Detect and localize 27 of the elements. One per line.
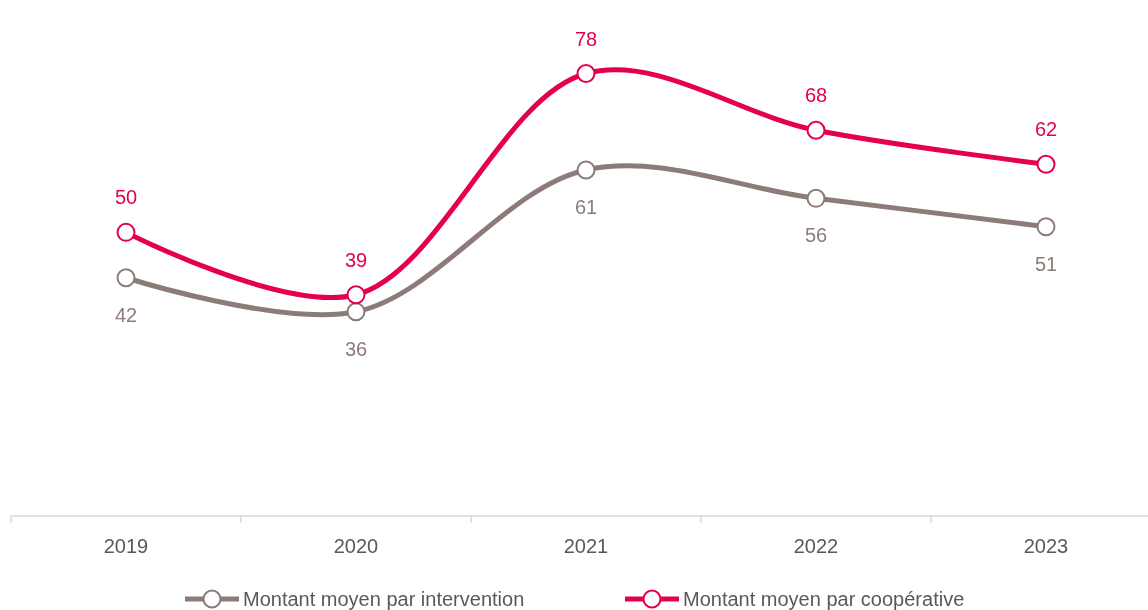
point (576, 64, 596, 84)
point (1036, 217, 1056, 237)
data-label: 39 (344, 248, 368, 271)
point (346, 302, 366, 322)
point (116, 222, 136, 242)
data-label: 42 (114, 303, 138, 326)
point (806, 120, 826, 140)
point (346, 285, 366, 305)
data-label: 36 (344, 337, 368, 360)
point (576, 160, 596, 180)
data-label: 50 (114, 186, 138, 209)
data-label: 78 (574, 27, 598, 50)
data-label: 56 (804, 224, 828, 247)
point (116, 268, 136, 288)
x-tick-label: 2021 (563, 535, 609, 557)
data-label: 51 (1034, 252, 1058, 275)
data-label: 61 (574, 195, 598, 218)
x-tick-label: 2022 (793, 535, 839, 557)
data-label: 68 (804, 84, 828, 107)
point (806, 188, 826, 208)
x-tick-label: 2023 (1023, 535, 1069, 557)
x-tick-label: 2019 (103, 535, 149, 557)
legend-label: Montant moyen par coopérative (683, 588, 965, 610)
data-label: 62 (1034, 118, 1058, 141)
legend-label: Montant moyen par intervention (243, 588, 525, 610)
x-tick-label: 2020 (333, 535, 379, 557)
point (1036, 154, 1056, 174)
